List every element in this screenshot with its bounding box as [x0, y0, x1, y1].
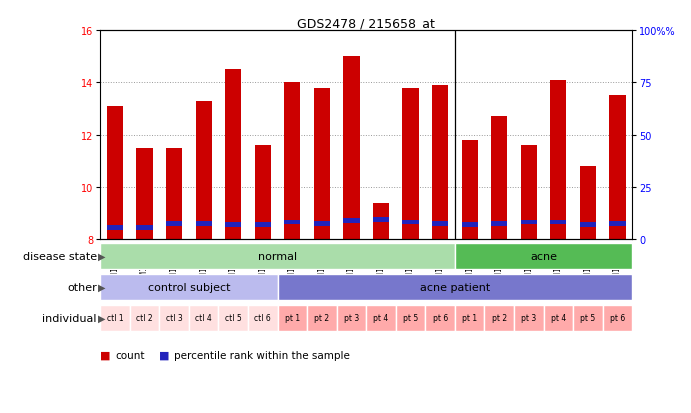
- Text: pt 5: pt 5: [580, 313, 596, 323]
- Bar: [343, 219, 359, 223]
- Bar: [160, 305, 189, 331]
- Text: individual: individual: [42, 313, 97, 323]
- Bar: [521, 220, 537, 225]
- Text: ctl 5: ctl 5: [225, 313, 242, 323]
- Bar: [544, 305, 573, 331]
- Bar: [255, 146, 271, 240]
- Bar: [455, 305, 484, 331]
- Text: pt 3: pt 3: [344, 313, 359, 323]
- Bar: [580, 166, 596, 240]
- Bar: [284, 220, 301, 225]
- Bar: [136, 148, 153, 240]
- Bar: [100, 305, 130, 331]
- Bar: [284, 83, 301, 240]
- Text: ■: ■: [159, 350, 169, 360]
- Bar: [432, 221, 448, 226]
- Bar: [455, 243, 632, 269]
- Text: disease state: disease state: [23, 251, 97, 261]
- Bar: [248, 305, 278, 331]
- Title: GDS2478 / 215658_at: GDS2478 / 215658_at: [297, 17, 435, 30]
- Text: ▶: ▶: [98, 282, 106, 292]
- Bar: [491, 221, 507, 226]
- Bar: [491, 117, 507, 240]
- Text: ▶: ▶: [98, 251, 106, 261]
- Text: pt 6: pt 6: [610, 313, 625, 323]
- Text: pt 4: pt 4: [551, 313, 566, 323]
- Text: pt 4: pt 4: [373, 313, 388, 323]
- Text: pt 2: pt 2: [314, 313, 330, 323]
- Text: pt 3: pt 3: [521, 313, 536, 323]
- Bar: [100, 243, 455, 269]
- Text: pt 1: pt 1: [462, 313, 477, 323]
- Bar: [100, 274, 278, 300]
- Text: ctl 6: ctl 6: [254, 313, 271, 323]
- Bar: [462, 140, 477, 240]
- Bar: [343, 57, 359, 240]
- Bar: [462, 223, 477, 228]
- Text: acne: acne: [530, 251, 557, 261]
- Bar: [609, 96, 625, 240]
- Bar: [426, 305, 455, 331]
- Bar: [550, 220, 567, 225]
- Bar: [166, 221, 182, 226]
- Bar: [314, 88, 330, 240]
- Bar: [225, 223, 241, 228]
- Bar: [580, 223, 596, 228]
- Bar: [189, 305, 218, 331]
- Bar: [550, 81, 567, 240]
- Bar: [402, 220, 419, 225]
- Bar: [337, 305, 366, 331]
- Bar: [196, 221, 211, 226]
- Bar: [484, 305, 514, 331]
- Text: pt 2: pt 2: [492, 313, 507, 323]
- Text: ctl 1: ctl 1: [106, 313, 123, 323]
- Bar: [373, 218, 389, 222]
- Text: ctl 3: ctl 3: [166, 313, 182, 323]
- Bar: [307, 305, 337, 331]
- Bar: [166, 148, 182, 240]
- Text: normal: normal: [258, 251, 297, 261]
- Bar: [218, 305, 248, 331]
- Bar: [136, 225, 153, 230]
- Text: acne patient: acne patient: [420, 282, 490, 292]
- Bar: [196, 101, 211, 240]
- Bar: [609, 221, 625, 226]
- Bar: [225, 70, 241, 240]
- Bar: [366, 305, 396, 331]
- Bar: [130, 305, 160, 331]
- Bar: [314, 221, 330, 226]
- Bar: [514, 305, 544, 331]
- Text: ctl 4: ctl 4: [196, 313, 212, 323]
- Text: ■: ■: [100, 350, 111, 360]
- Text: other: other: [67, 282, 97, 292]
- Bar: [107, 225, 123, 230]
- Bar: [603, 305, 632, 331]
- Text: ▶: ▶: [98, 313, 106, 323]
- Bar: [521, 146, 537, 240]
- Text: pt 1: pt 1: [285, 313, 300, 323]
- Text: count: count: [115, 350, 145, 360]
- Bar: [432, 86, 448, 240]
- Bar: [402, 88, 419, 240]
- Text: control subject: control subject: [148, 282, 230, 292]
- Bar: [255, 223, 271, 228]
- Text: ctl 2: ctl 2: [136, 313, 153, 323]
- Text: pt 6: pt 6: [433, 313, 448, 323]
- Text: percentile rank within the sample: percentile rank within the sample: [174, 350, 350, 360]
- Bar: [107, 107, 123, 240]
- Bar: [573, 305, 603, 331]
- Bar: [396, 305, 426, 331]
- Bar: [278, 274, 632, 300]
- Text: pt 5: pt 5: [403, 313, 418, 323]
- Bar: [278, 305, 307, 331]
- Bar: [373, 203, 389, 240]
